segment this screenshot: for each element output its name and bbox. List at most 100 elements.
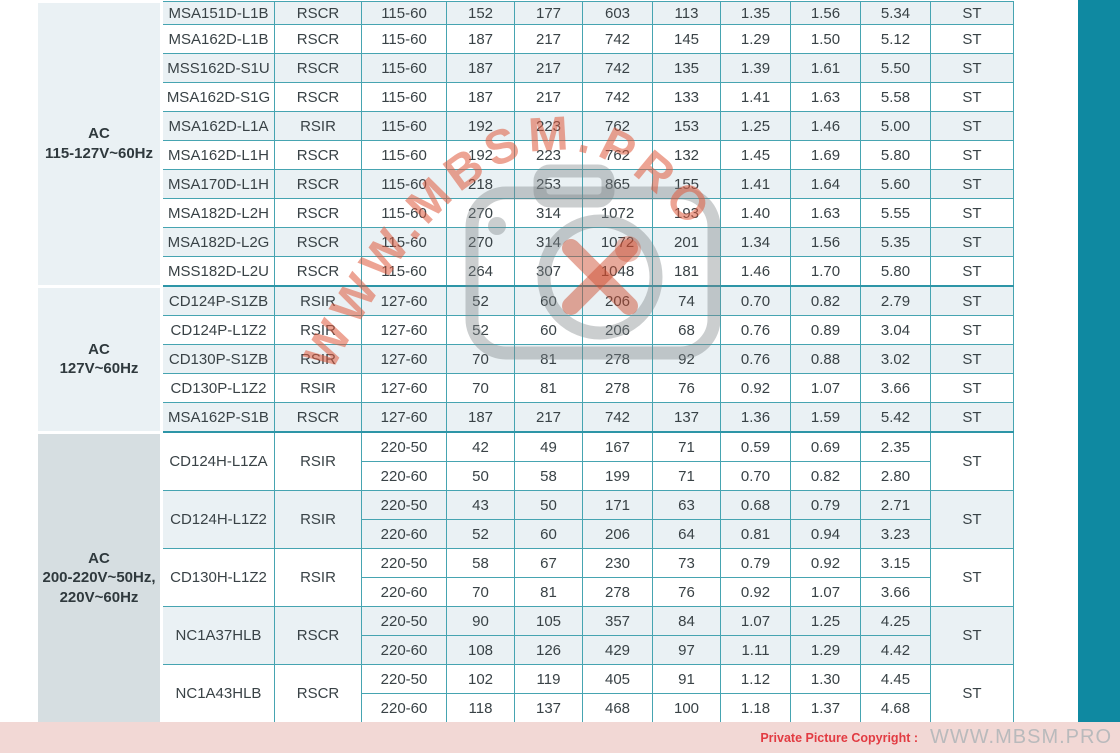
voltage-freq-cell: 220-50	[361, 664, 447, 694]
value-cell: 64	[652, 519, 721, 549]
voltage-freq-cell: 127-60	[361, 402, 447, 433]
value-cell: 193	[652, 198, 721, 228]
value-cell: 0.70	[720, 461, 791, 491]
value-cell: 1.40	[720, 198, 791, 228]
right-teal-bar	[1078, 0, 1120, 723]
model-cell: MSA170D-L1H	[161, 169, 275, 199]
voltage-freq-cell: 115-60	[361, 111, 447, 141]
value-cell: 0.92	[790, 548, 861, 578]
model-cell: MSA182D-L2G	[161, 227, 275, 257]
value-cell: 2.79	[860, 285, 931, 316]
site-url-text: WWW.MBSM.PRO	[930, 726, 1112, 748]
st-cell: ST	[930, 664, 1014, 725]
value-cell: 5.00	[860, 111, 931, 141]
table-row: 220-60 108 126 429 97 1.11 1.29 4.42	[37, 635, 1014, 665]
value-cell: 181	[652, 256, 721, 287]
value-cell: 63	[652, 490, 721, 520]
model-cell: CD124P-S1ZB	[161, 285, 275, 316]
st-cell: ST	[930, 53, 1014, 83]
value-cell: 218	[446, 169, 515, 199]
type-cell: RSCR	[274, 227, 362, 257]
value-cell: 1.69	[790, 140, 861, 170]
value-cell: 1.35	[720, 1, 791, 25]
value-cell: 1.64	[790, 169, 861, 199]
value-cell: 0.81	[720, 519, 791, 549]
value-cell: 1072	[582, 227, 653, 257]
value-cell: 0.82	[790, 461, 861, 491]
value-cell: 217	[514, 402, 583, 433]
table-row: MSA162D-S1G RSCR 115-60 187 217 742 133 1.41 1.6…	[37, 82, 1014, 112]
type-cell: RSIR	[274, 111, 362, 141]
voltage-freq-cell: 115-60	[361, 169, 447, 199]
value-cell: 5.34	[860, 1, 931, 25]
model-cell: MSA162P-S1B	[161, 402, 275, 433]
value-cell: 153	[652, 111, 721, 141]
model-cell: MSS182D-L2U	[161, 256, 275, 287]
type-cell: RSIR	[274, 285, 362, 316]
table-row: NC1A37HLB RSCR 220-50 90 105 357 84 1.07 1.25 4.2…	[37, 606, 1014, 665]
model-cell: CD130H-L1Z2	[161, 548, 275, 607]
value-cell: 5.35	[860, 227, 931, 257]
value-cell: 5.58	[860, 82, 931, 112]
table-row: MSA162P-S1B RSCR 127-60 187 217 742 137 1.36 1.5…	[37, 402, 1014, 433]
group-label-line: 200-220V~50Hz,	[42, 569, 156, 586]
st-cell: ST	[930, 606, 1014, 665]
value-cell: 201	[652, 227, 721, 257]
table-row: CD130P-S1ZB RSIR 127-60 70 81 278 92 0.76 0.88 3.…	[37, 344, 1014, 374]
value-cell: 1.56	[790, 227, 861, 257]
value-cell: 1.41	[720, 169, 791, 199]
value-cell: 192	[446, 140, 515, 170]
value-cell: 0.92	[720, 373, 791, 403]
type-cell: RSIR	[274, 315, 362, 345]
voltage-freq-cell: 115-60	[361, 82, 447, 112]
value-cell: 5.80	[860, 256, 931, 287]
value-cell: 60	[514, 285, 583, 316]
value-cell: 102	[446, 664, 515, 694]
table-row: AC 200-220V~50Hz, 220V~60Hz CD124H-L1ZA RSIR…	[35, 431, 1014, 725]
st-cell: ST	[930, 344, 1014, 374]
table-row: AC 127V~60Hz CD124P-S1ZB RSIR 127-60 52 60 206 7…	[35, 285, 1014, 434]
copyright-label: Private Picture Copyright :	[760, 730, 919, 745]
value-cell: 60	[514, 315, 583, 345]
value-cell: 1.39	[720, 53, 791, 83]
table-row: 220-60 70 81 278 76 0.92 1.07 3.66	[37, 577, 1014, 607]
value-cell: 1.36	[720, 402, 791, 433]
value-cell: 3.02	[860, 344, 931, 374]
table-row: MSA182D-L2H RSCR 115-60 270 314 1072 193 1.40 1.…	[37, 198, 1014, 228]
value-cell: 429	[582, 635, 653, 665]
value-cell: 468	[582, 693, 653, 725]
model-cell: MSS162D-S1U	[161, 53, 275, 83]
model-cell: MSA162D-L1B	[161, 24, 275, 54]
value-cell: 171	[582, 490, 653, 520]
table-row: 220-60 52 60 206 64 0.81 0.94 3.23	[37, 519, 1014, 549]
voltage-freq-cell: 115-60	[361, 198, 447, 228]
st-cell: ST	[930, 198, 1014, 228]
value-cell: 264	[446, 256, 515, 287]
value-cell: 1.25	[790, 606, 861, 636]
type-cell: RSCR	[274, 82, 362, 112]
value-cell: 74	[652, 285, 721, 316]
value-cell: 1.41	[720, 82, 791, 112]
voltage-freq-cell: 220-60	[361, 693, 447, 725]
value-cell: 187	[446, 82, 515, 112]
value-cell: 92	[652, 344, 721, 374]
value-cell: 84	[652, 606, 721, 636]
table-row: MSA170D-L1H RSCR 115-60 218 253 865 155 1.41 1.6…	[37, 169, 1014, 199]
spec-table-body: AC 115-127V~60Hz MSA151D-L1B RSCR 115-60 152 1…	[35, 0, 1014, 725]
value-cell: 253	[514, 169, 583, 199]
value-cell: 76	[652, 577, 721, 607]
value-cell: 70	[446, 373, 515, 403]
value-cell: 0.76	[720, 344, 791, 374]
type-cell: RSIR	[274, 373, 362, 403]
type-cell: RSCR	[274, 402, 362, 433]
model-cell: CD124H-L1ZA	[161, 431, 275, 491]
value-cell: 357	[582, 606, 653, 636]
value-cell: 135	[652, 53, 721, 83]
voltage-freq-cell: 127-60	[361, 344, 447, 374]
voltage-freq-cell: 115-60	[361, 227, 447, 257]
type-cell: RSIR	[274, 548, 362, 607]
value-cell: 2.35	[860, 431, 931, 462]
value-cell: 1.07	[790, 373, 861, 403]
model-cell: NC1A43HLB	[161, 664, 275, 725]
